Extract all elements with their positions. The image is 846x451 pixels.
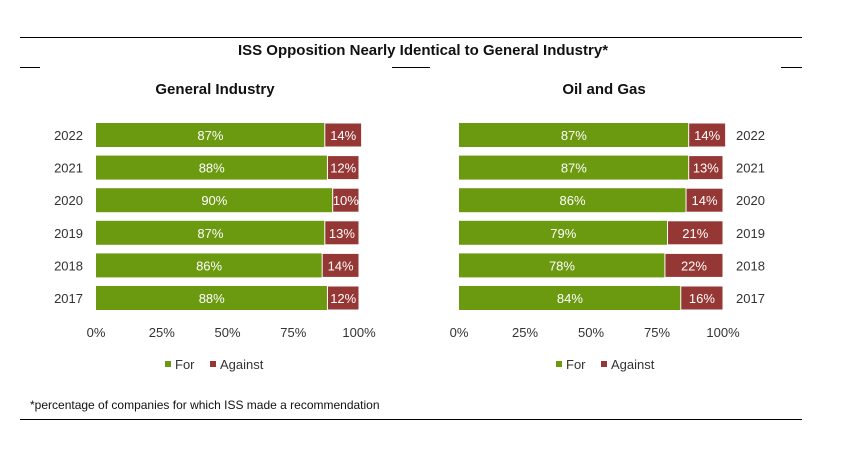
left-edge-mark [20, 67, 40, 68]
chart-2-bar-for-2021 [459, 155, 689, 180]
chart-2-year-2022: 2022 [736, 128, 765, 143]
chart-2-bar-against-2019 [667, 220, 724, 246]
chart-1-bar-for-2020 [96, 188, 333, 213]
chart-2-year-2020: 2020 [736, 193, 765, 208]
chart-1-bar-for-2019 [96, 220, 325, 245]
chart-2-xtick-4: 100% [706, 325, 740, 340]
chart-2-year-2021: 2021 [736, 161, 765, 176]
chart-1-bar-for-2022 [96, 123, 325, 147]
chart-2-bar-for-2019 [459, 220, 668, 245]
chart-2-bar-for-2022 [459, 123, 689, 147]
chart-2-bar-against-2018 [664, 252, 724, 278]
chart-2-label-for-2017: 84% [557, 291, 583, 306]
chart-1-xtick-4: 100% [342, 325, 376, 340]
chart-2-label-for-2019: 79% [550, 226, 576, 241]
chart-1-bar-against-2018 [321, 252, 360, 278]
chart-2-year-2017: 2017 [736, 291, 765, 306]
chart-2-label-for-2022: 87% [561, 128, 587, 143]
bottom-rule [20, 419, 802, 420]
chart-1-label-against-2022: 14% [330, 128, 356, 143]
chart-2-label-against-2022: 14% [694, 128, 720, 143]
chart-1-label-against-2019: 13% [329, 226, 355, 241]
chart-1-bar-against-2017 [326, 285, 360, 311]
chart-2-xtick-2: 50% [578, 325, 604, 340]
chart-1-bar-against-2020 [332, 187, 360, 213]
chart-1-year-2020: 2020 [54, 193, 83, 208]
chart-1-year-2022: 2022 [54, 128, 83, 143]
chart-1-label-against-2017: 12% [330, 291, 356, 306]
chart-2-bar-against-2020 [685, 187, 724, 213]
chart-1-title: General Industry [155, 81, 275, 98]
right-edge-mark [781, 67, 802, 68]
chart-1-xtick-0: 0% [87, 325, 106, 340]
chart-2-bar-for-2017 [459, 286, 681, 310]
chart-2-bar-against-2017 [680, 285, 724, 311]
chart-2-bar-against-2022 [688, 122, 727, 148]
chart-2-label-for-2021: 87% [561, 161, 587, 176]
chart-2-xtick-1: 25% [512, 325, 538, 340]
center-mark [392, 67, 430, 68]
chart-1-legend-for-swatch [165, 361, 171, 367]
chart-2-label-against-2017: 16% [689, 291, 715, 306]
chart-2-year-2019: 2019 [736, 226, 765, 241]
chart-2-bar-against-2021 [688, 155, 724, 181]
chart-2-legend-for-swatch [556, 361, 562, 367]
main-title: ISS Opposition Nearly Identical to Gener… [237, 42, 609, 59]
chart-1-bar-for-2017 [96, 286, 328, 310]
chart-1-label-against-2021: 12% [330, 161, 356, 176]
chart-2-label-against-2020: 14% [692, 193, 718, 208]
chart-2-label-for-2020: 86% [560, 193, 586, 208]
chart-2-bar-for-2018 [459, 253, 665, 278]
chart-2-xtick-3: 75% [644, 325, 670, 340]
chart-1-label-against-2020: 10% [333, 193, 359, 208]
chart-1-legend-for-label: For [175, 357, 195, 372]
chart-2-label-against-2021: 13% [693, 161, 719, 176]
chart-1-label-for-2017: 88% [199, 291, 225, 306]
chart-1-year-2018: 2018 [54, 258, 83, 273]
chart-1-label-for-2019: 87% [197, 226, 223, 241]
chart-2-label-for-2018: 78% [549, 258, 575, 273]
chart-1-label-for-2018: 86% [196, 258, 222, 273]
chart-1-label-for-2022: 87% [197, 128, 223, 143]
chart-2-legend-against-swatch [601, 361, 607, 367]
chart-2-label-against-2018: 22% [681, 258, 707, 273]
chart-2-year-2018: 2018 [736, 258, 765, 273]
chart-1-legend-against-swatch [210, 361, 216, 367]
chart-1-xtick-1: 25% [149, 325, 175, 340]
chart-1-year-2019: 2019 [54, 226, 83, 241]
chart-1-bar-against-2021 [326, 155, 360, 181]
chart-2-xtick-0: 0% [450, 325, 469, 340]
chart-1-label-for-2020: 90% [201, 193, 227, 208]
chart-1-bar-against-2022 [324, 122, 363, 148]
chart-1-bar-against-2019 [324, 220, 360, 246]
chart-1-legend-against-label: Against [220, 357, 264, 372]
chart-2-legend-against-label: Against [611, 357, 655, 372]
chart-1-label-against-2018: 14% [328, 258, 354, 273]
chart-2-label-against-2019: 21% [682, 226, 708, 241]
chart-2-bar-for-2020 [459, 188, 687, 213]
top-rule [20, 37, 802, 38]
chart-1-bar-for-2021 [96, 155, 328, 180]
chart-1-label-for-2021: 88% [199, 161, 225, 176]
chart-1-bar-for-2018 [96, 253, 323, 278]
footnote: *percentage of companies for which ISS m… [30, 398, 380, 412]
chart-2-legend-for-label: For [566, 357, 586, 372]
chart-1-year-2021: 2021 [54, 161, 83, 176]
chart-1-year-2017: 2017 [54, 291, 83, 306]
chart-2-title: Oil and Gas [562, 81, 645, 98]
chart-1-xtick-2: 50% [214, 325, 240, 340]
chart-1-xtick-3: 75% [280, 325, 306, 340]
